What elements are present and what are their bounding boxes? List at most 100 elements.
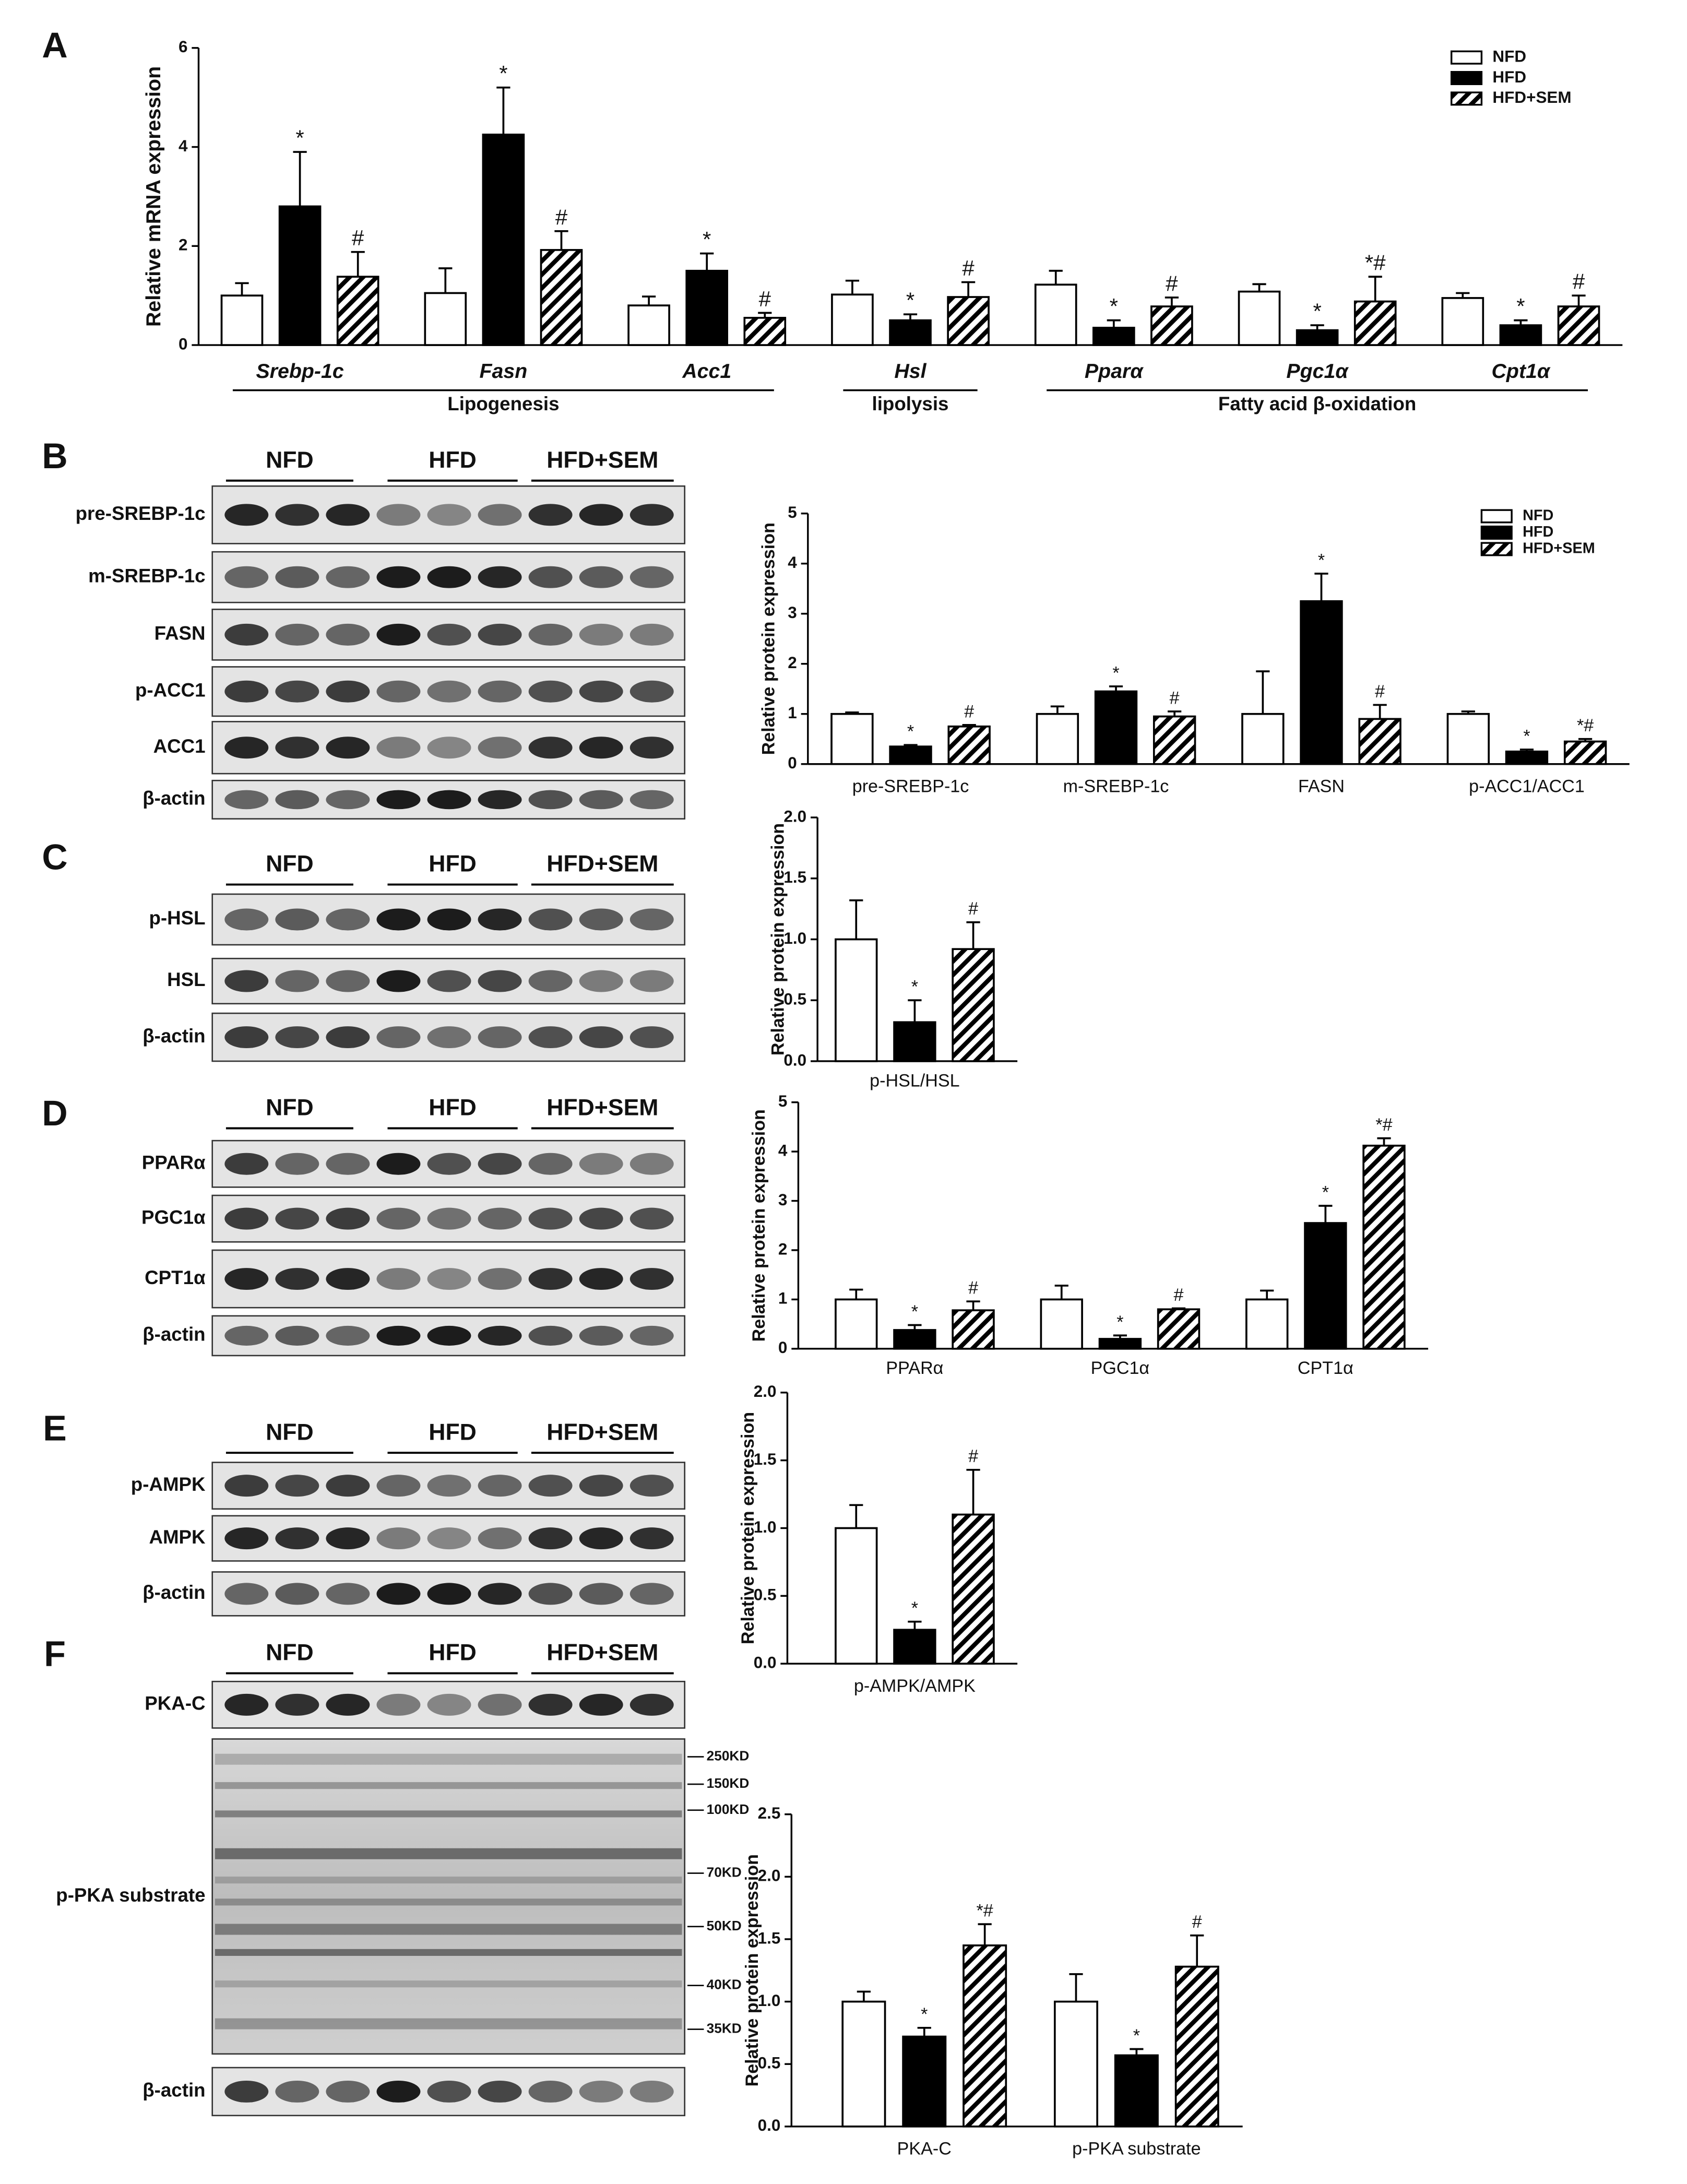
blot-band [478,970,522,992]
y-tick-label: 2.5 [758,1804,781,1822]
error-bar [1107,319,1121,328]
x-tick-label: CPT1α [1298,1358,1353,1378]
y-axis-label: Relative protein expression [768,823,788,1055]
blot-band [224,1207,269,1230]
blot-band [376,566,421,588]
blot-band [275,970,319,992]
x-tick-label: FASN [1298,776,1345,796]
error-bar [1168,710,1182,717]
blot-row-label: FASN [155,623,206,644]
bar [1098,1338,1142,1350]
group-label: HFD+SEM [547,1640,658,1666]
legend-label: NFD [1492,47,1526,65]
blot-band [629,1475,674,1497]
smear-band [215,1949,682,1956]
significance-mark: *# [1375,1115,1392,1135]
y-tick-label: 5 [788,503,797,521]
bar [831,293,874,346]
blot-row-label: PGC1α [141,1206,206,1228]
blot-band [579,1325,623,1346]
bar [889,319,932,346]
group-label: HFD+SEM [547,1095,658,1121]
y-tick-label: 2 [788,654,797,672]
panel-letter: C [42,837,67,877]
error-bar [1049,269,1063,285]
bar [743,317,787,346]
error-bar [438,267,453,293]
blot-band [376,1693,421,1716]
y-tick-label: 0.5 [783,990,806,1008]
bar [424,292,467,346]
significance-mark: # [1375,682,1385,702]
bar [952,1513,995,1665]
blot-band [376,1268,421,1290]
blot-row-label: p-ACC1 [135,679,206,701]
blot-band [478,2080,522,2103]
x-tick-label: Cpt1α [1492,360,1551,383]
y-tick-label: 0.5 [758,2054,781,2072]
blot-band [326,1475,370,1497]
y-tick-label: 2 [778,1240,788,1258]
error-bar [293,151,307,207]
blot-band [427,680,471,703]
significance-mark: * [1523,726,1530,746]
error-bar [917,2026,931,2037]
significance-mark: # [1170,688,1180,708]
error-bar [1069,1973,1083,2002]
significance-mark: # [968,1278,978,1298]
blot-band [224,1153,269,1175]
panel-letter: E [43,1408,66,1448]
y-axis-label: Relative mRNA expression [142,66,165,327]
blot-band [326,504,370,526]
blot-band [579,1693,623,1716]
legend-label: HFD [1523,524,1553,540]
significance-mark: * [1112,663,1119,683]
error-bar [1113,1334,1127,1339]
blot-band [224,2080,269,2103]
blot-band [478,1475,522,1497]
significance-mark: *# [1577,716,1594,735]
bar [540,249,583,346]
group-label: Fatty acid β-oxidation [1218,393,1416,414]
blot-band [478,623,522,646]
x-tick-label: PGC1α [1091,1358,1150,1378]
error-bar [1572,294,1586,307]
error-bar [700,252,714,271]
error-bar [235,282,249,296]
legend-label: HFD+SEM [1523,540,1595,557]
legend-swatch [1450,91,1483,106]
y-tick-label: 2 [179,236,188,254]
bar [1563,740,1607,765]
significance-mark: * [1116,1312,1123,1332]
bar [1094,690,1138,765]
significance-mark: * [1313,299,1321,324]
blot-band [478,1693,522,1716]
legend-swatch [1480,542,1513,556]
group-label: HFD+SEM [547,851,658,877]
x-tick-label: PKA-C [897,2139,952,2158]
blot-row-label: β-actin [142,788,205,809]
error-bar [1578,738,1593,742]
smear-band [215,1877,682,1884]
blot-band [478,1325,522,1346]
blot-band [224,908,269,931]
legend-swatch [1480,509,1513,524]
y-axis-label: Relative protein expression [742,1854,762,2086]
blot-band [224,1475,269,1497]
bar [1157,1308,1201,1350]
blot-band [224,1527,269,1550]
blot-band [629,2080,674,2103]
significance-mark: * [921,2004,928,2024]
error-bar [1256,670,1270,714]
panel-letter: F [44,1634,66,1674]
significance-mark: # [968,1446,978,1466]
blot-row-label: β-actin [142,1582,205,1603]
error-bar [1054,1285,1068,1300]
blot-band [326,1583,370,1605]
error-bar [908,1324,922,1330]
blot-band [629,1583,674,1605]
blot-band [478,737,522,759]
blot-band [528,1268,573,1290]
blot-band [326,623,370,646]
